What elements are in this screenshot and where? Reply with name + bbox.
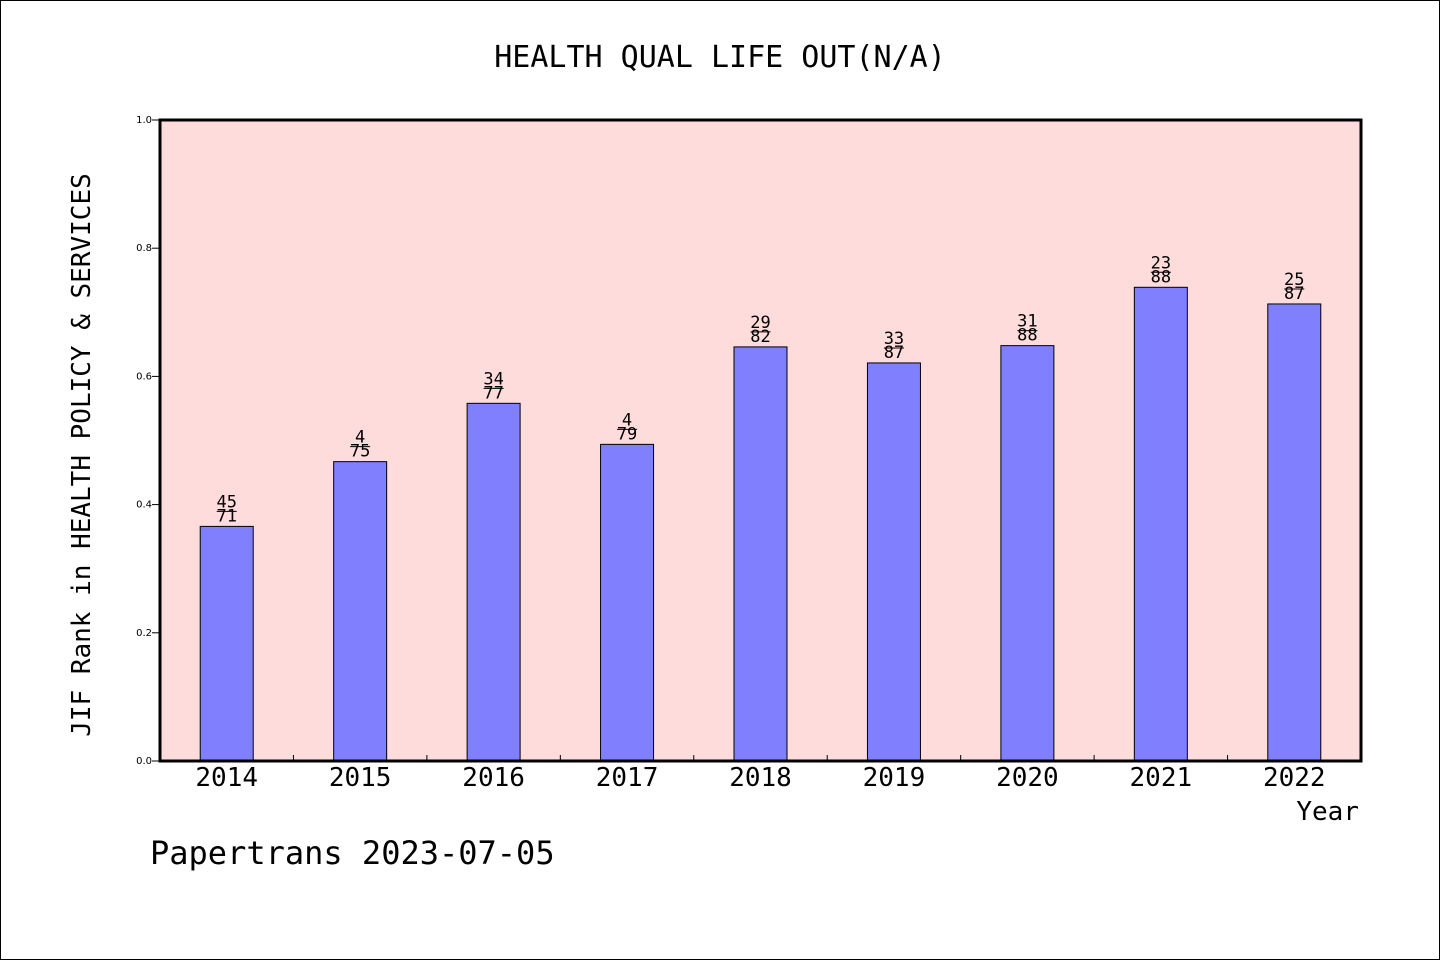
y-tick-label: 0.6 bbox=[136, 371, 152, 382]
x-tick-label: 2016 bbox=[462, 763, 525, 793]
bar-total-label: 71 bbox=[216, 506, 236, 526]
bar-2014 bbox=[199, 525, 254, 762]
y-tick-label: 0.4 bbox=[136, 500, 152, 511]
x-tick-label: 2014 bbox=[195, 763, 258, 793]
y-tick-label: 0.2 bbox=[136, 628, 152, 639]
bar-2019 bbox=[866, 362, 921, 762]
x-axis-label: Year bbox=[1296, 797, 1359, 827]
bar-rank-label: 33 bbox=[884, 329, 904, 349]
plot-border bbox=[158, 118, 1363, 763]
bar-2015 bbox=[333, 461, 388, 762]
x-tick-label: 2018 bbox=[729, 763, 792, 793]
bar-total-label: 79 bbox=[617, 424, 637, 444]
x-tick-label: 2020 bbox=[996, 763, 1059, 793]
bar-total-label: 77 bbox=[483, 383, 503, 403]
bar-rank-label: 4 bbox=[622, 410, 632, 430]
bar-total-label: 75 bbox=[350, 442, 370, 462]
bar-2022 bbox=[1267, 303, 1322, 762]
bar-2020 bbox=[1000, 345, 1055, 762]
bar-rank-label: 23 bbox=[1151, 253, 1171, 273]
x-tick-label: 2015 bbox=[329, 763, 392, 793]
chart-title: HEALTH QUAL LIFE OUT(N/A) bbox=[494, 40, 946, 75]
bar-2016 bbox=[466, 402, 521, 762]
bar-rank-label: 31 bbox=[1017, 312, 1037, 332]
x-tick-label: 2017 bbox=[596, 763, 659, 793]
bars bbox=[199, 286, 1322, 762]
y-axis-label: JIF Rank in HEALTH POLICY & SERVICES bbox=[67, 173, 97, 737]
x-axis-ticks: 2014 2015 2016 2017 2018 2019 2020 2021 2022 bbox=[195, 755, 1326, 793]
bar-2018 bbox=[733, 346, 788, 762]
y-tick-label: 1.0 bbox=[136, 115, 152, 126]
bar-total-label: 88 bbox=[1151, 267, 1171, 287]
bar-2021 bbox=[1133, 286, 1188, 762]
bar-total-label: 87 bbox=[884, 343, 904, 363]
x-tick-label: 2022 bbox=[1263, 763, 1326, 793]
bar-rank-label: 34 bbox=[483, 369, 503, 389]
bar-2017 bbox=[600, 443, 655, 762]
watermark-text: Papertrans 2023-07-05 bbox=[150, 834, 555, 872]
y-axis-ticks: 0.0 0.2 0.4 0.6 0.8 1.0 bbox=[136, 115, 160, 767]
bar-total-label: 82 bbox=[750, 327, 770, 347]
x-tick-label: 2021 bbox=[1130, 763, 1193, 793]
bar-rank-label: 29 bbox=[750, 313, 770, 333]
x-tick-label: 2019 bbox=[863, 763, 926, 793]
bar-rank-label: 4 bbox=[355, 428, 365, 448]
bar-total-label: 87 bbox=[1284, 284, 1304, 304]
bar-rank-label: 25 bbox=[1284, 270, 1304, 290]
y-tick-label: 0.0 bbox=[136, 756, 152, 767]
bar-total-label: 88 bbox=[1017, 326, 1037, 346]
bar-rank-label: 45 bbox=[216, 492, 236, 512]
y-tick-label: 0.8 bbox=[136, 243, 152, 254]
